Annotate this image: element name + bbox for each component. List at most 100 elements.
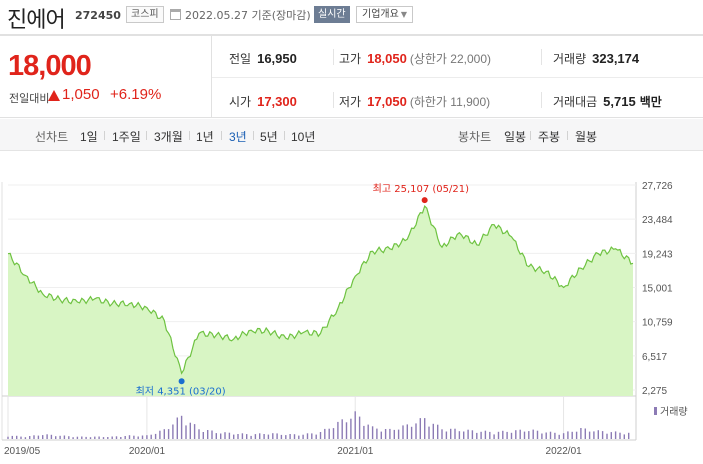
stat-value: 17,050 (367, 94, 407, 109)
volume-bar (272, 433, 274, 439)
volume-bar (567, 431, 569, 439)
volume-bar (619, 432, 621, 439)
stat-value: 5,715 (603, 94, 636, 109)
stat-label: 고가 (339, 52, 362, 66)
stats-divider (212, 77, 703, 78)
company-overview-dropdown[interactable]: 기업개요 ▼ (356, 6, 413, 23)
amount-unit: 백만 (639, 95, 662, 109)
stat-value: 16,950 (257, 51, 297, 66)
volume-bar (471, 430, 474, 439)
candle-monthly[interactable]: 월봉 (575, 130, 598, 144)
volume-bar (458, 431, 461, 439)
volume-bar (150, 434, 152, 439)
volume-bar (497, 431, 500, 439)
divider (541, 92, 542, 108)
volume-bar (115, 436, 118, 439)
volume-bar (402, 425, 404, 439)
period-3y[interactable]: 3년 (229, 130, 247, 144)
volume-bar (510, 432, 513, 439)
volume-bar (502, 430, 504, 439)
volume-bar (584, 428, 586, 439)
volume-bar (233, 434, 235, 439)
volume-bar (528, 431, 530, 439)
volume-bar (176, 417, 178, 439)
stat-volume: 거래량 323,174 (553, 50, 639, 67)
candle-daily[interactable]: 일봉 (504, 130, 527, 144)
company-overview-label: 기업개요 (362, 9, 399, 20)
volume-bar (571, 431, 573, 439)
volume-bar (441, 429, 443, 439)
volume-bar (506, 431, 508, 439)
volume-bar (37, 435, 40, 439)
volume-bar (120, 437, 122, 439)
volume-bar (558, 434, 560, 439)
volume-bar (211, 430, 213, 439)
volume-bar (606, 433, 608, 439)
price-chart[interactable]: 27,726 23,484 19,243 15,001 10,759 6,517 2,275… (0, 152, 703, 464)
divider (189, 131, 190, 140)
volume-bar (302, 434, 304, 439)
volume-bar (363, 425, 365, 439)
volume-bar (172, 424, 174, 439)
volume-bar (541, 433, 543, 439)
x-tick-label: 2020/01 (129, 446, 166, 457)
volume-bar (406, 424, 408, 439)
divider (541, 49, 542, 65)
y-tick-label: 27,726 (642, 181, 673, 192)
volume-bar (267, 434, 270, 439)
chevron-down-icon: ▼ (400, 10, 407, 19)
stat-value: 18,050 (367, 51, 407, 66)
volume-bar (68, 436, 70, 439)
volume-bar (389, 428, 391, 439)
volume-bar (332, 428, 335, 439)
volume-bar (324, 428, 326, 439)
stock-name: 진에어 (7, 8, 66, 33)
max-price-marker (421, 197, 428, 204)
x-tick-label: 2022/01 (546, 446, 583, 457)
y-tick-label: 23,484 (642, 215, 673, 226)
candle-weekly[interactable]: 주봉 (538, 130, 561, 144)
volume-bar (593, 431, 595, 439)
volume-legend-label: 거래량 (660, 406, 688, 418)
volume-bar (463, 431, 465, 439)
volume-bar (424, 418, 426, 439)
volume-bar (610, 432, 612, 439)
volume-bar (185, 425, 187, 439)
volume-bar (154, 433, 157, 439)
volume-bar (7, 436, 9, 439)
volume-bar (46, 434, 48, 439)
volume-bar (554, 432, 556, 439)
volume-bar (480, 431, 482, 439)
volume-bar (549, 431, 552, 439)
volume-bar (601, 431, 604, 439)
stock-code: 272450 (75, 9, 121, 22)
period-5y[interactable]: 5년 (260, 130, 278, 144)
stat-amount: 거래대금 5,715 백만 (553, 93, 662, 110)
y-tick-label: 19,243 (642, 249, 673, 260)
volume-bar (515, 430, 517, 439)
period-1d[interactable]: 1일 (80, 130, 98, 144)
price-line (7, 204, 634, 375)
volume-bar (159, 430, 161, 439)
candle-chart-label[interactable]: 봉차트 (458, 130, 492, 144)
period-10y[interactable]: 10년 (291, 130, 316, 144)
change-percent: +6.19% (110, 86, 162, 103)
price-chart-svg[interactable]: 27,726 23,484 19,243 15,001 10,759 6,517 2,275… (0, 152, 703, 464)
period-1y[interactable]: 1년 (196, 130, 214, 144)
volume-bar (98, 436, 100, 439)
min-price-marker (178, 378, 185, 385)
volume-bar (311, 433, 313, 439)
period-3m[interactable]: 3개월 (154, 130, 183, 144)
volume-bar (588, 431, 591, 439)
volume-bar (580, 428, 582, 439)
volume-bar (397, 429, 400, 439)
volume-bar (276, 433, 278, 439)
stat-label: 저가 (339, 95, 362, 109)
x-axis-ticks: 2019/05 2020/01 2021/01 2022/01 (4, 446, 582, 457)
volume-bar (33, 435, 35, 439)
line-chart-label[interactable]: 선차트 (35, 130, 69, 144)
realtime-button[interactable]: 실시간 (314, 6, 350, 23)
period-1w[interactable]: 1주일 (112, 130, 141, 144)
volume-bar (250, 435, 252, 439)
stat-label: 시가 (229, 95, 252, 109)
